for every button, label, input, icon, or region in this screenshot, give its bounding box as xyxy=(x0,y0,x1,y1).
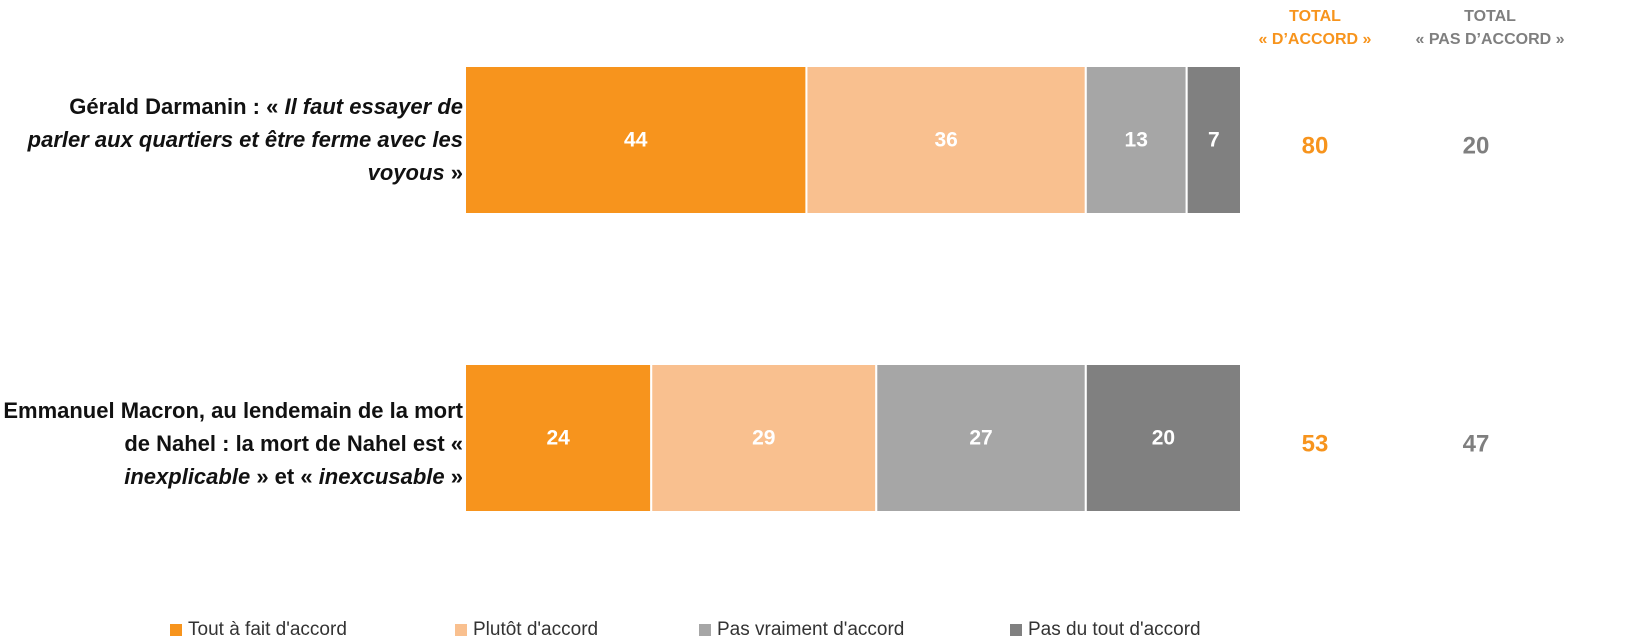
row-label-part-italic: inexcusable xyxy=(318,464,445,489)
bar-segment xyxy=(1185,65,1243,215)
legend-item-tout-a-fait: Tout à fait d'accord xyxy=(170,619,347,641)
row-label-part: Gérald Darmanin : « xyxy=(69,94,285,119)
row-label-part: » et « xyxy=(250,464,319,489)
total-agree-value: 80 xyxy=(1302,133,1329,160)
bar-segment xyxy=(464,65,808,215)
legend-label: Pas du tout d'accord xyxy=(1028,619,1201,640)
bar-value-label: 13 xyxy=(1125,129,1148,152)
legend-swatch xyxy=(170,624,182,636)
bar-value-label: 29 xyxy=(752,427,775,450)
row-label-macron: Emmanuel Macron, au lendemain de la mort… xyxy=(3,394,463,493)
legend-item-pas-du-tout: Pas du tout d'accord xyxy=(1010,619,1201,641)
total-agree-header: TOTAL « D’ACCORD » xyxy=(1240,5,1390,51)
bar-value-label: 27 xyxy=(969,427,992,450)
total-agree-header-line2: « D’ACCORD » xyxy=(1258,31,1372,48)
total-disagree-header: TOTAL « PAS D’ACCORD » xyxy=(1390,5,1590,51)
legend-swatch xyxy=(1010,624,1022,636)
row-label-part: » xyxy=(444,464,463,489)
row-label-part: » xyxy=(444,160,463,185)
bar-segment xyxy=(1084,363,1243,513)
row-label-darmanin: Gérald Darmanin : « Il faut essayer de p… xyxy=(3,90,463,189)
bar-segment xyxy=(805,65,1087,215)
legend-swatch xyxy=(455,624,467,636)
total-agree-header-line1: TOTAL xyxy=(1289,8,1341,25)
total-disagree-value: 47 xyxy=(1463,431,1490,458)
legend-item-pas-vraiment: Pas vraiment d'accord xyxy=(699,619,904,641)
bar-segment xyxy=(875,363,1087,513)
legend-label: Plutôt d'accord xyxy=(473,619,599,640)
total-disagree-header-line2: « PAS D’ACCORD » xyxy=(1415,31,1565,48)
total-disagree-value: 20 xyxy=(1463,133,1490,160)
bar-segment xyxy=(464,363,653,513)
bar-segment xyxy=(650,363,878,513)
bar-value-label: 20 xyxy=(1152,427,1175,450)
bar-value-label: 7 xyxy=(1208,129,1220,152)
legend-item-plutot: Plutôt d'accord xyxy=(455,619,598,641)
total-agree-value: 53 xyxy=(1302,431,1329,458)
total-disagree-header-line1: TOTAL xyxy=(1464,8,1516,25)
row-label-part-italic: inexplicable xyxy=(124,464,251,489)
row-label-part-italic: Il faut essayer de parler aux quartiers … xyxy=(27,94,463,185)
legend-label: Tout à fait d'accord xyxy=(188,619,347,640)
legend-label: Pas vraiment d'accord xyxy=(717,619,905,640)
bar-segment xyxy=(1084,65,1188,215)
bar-value-label: 36 xyxy=(934,129,957,152)
chart-legend: Tout à fait d'accord Plutôt d'accord Pas… xyxy=(0,619,1640,640)
bar-value-label: 24 xyxy=(546,427,570,450)
row-label-part: Emmanuel Macron, au lendemain de la mort… xyxy=(3,398,463,456)
legend-swatch xyxy=(699,624,711,636)
bar-value-label: 44 xyxy=(624,129,648,152)
